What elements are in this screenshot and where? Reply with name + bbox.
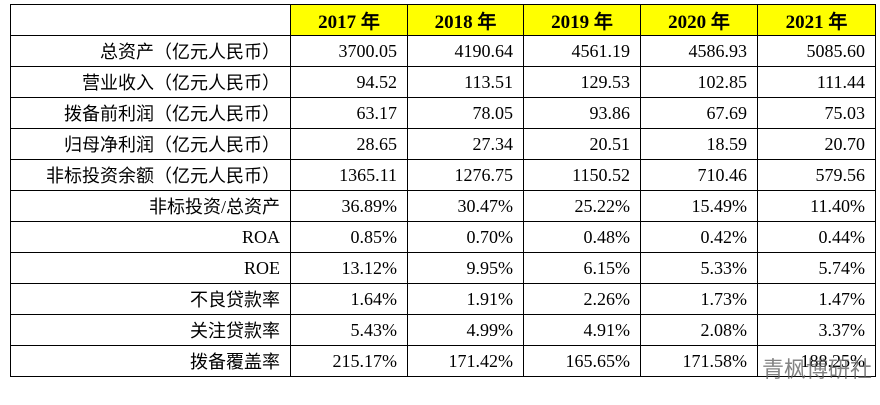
value-cell: 28.65 [290, 128, 408, 160]
value-cell: 579.56 [757, 159, 876, 191]
value-cell: 6.15% [523, 252, 641, 284]
header-cell: 2018 年 [407, 4, 524, 36]
table-row: ROE 13.12% 9.95% 6.15% 5.33% 5.74% [10, 252, 876, 284]
header-cell: 2019 年 [523, 4, 641, 36]
value-cell: 20.51 [523, 128, 641, 160]
value-cell: 20.70 [757, 128, 876, 160]
value-cell: 4190.64 [407, 35, 524, 67]
value-cell: 1.91% [407, 283, 524, 315]
value-cell: 0.44% [757, 221, 876, 253]
row-label: 营业收入（亿元人民币） [10, 66, 291, 98]
value-cell: 0.48% [523, 221, 641, 253]
table-row: 归母净利润（亿元人民币） 28.65 27.34 20.51 18.59 20.70 [10, 128, 876, 160]
table-body: 总资产（亿元人民币） 3700.05 4190.64 4561.19 4586.93 50… [10, 35, 876, 377]
table-row: 关注贷款率 5.43% 4.99% 4.91% 2.08% 3.37% [10, 314, 876, 346]
value-cell: 0.70% [407, 221, 524, 253]
value-cell: 5.43% [290, 314, 408, 346]
value-cell: 171.58% [640, 345, 758, 377]
value-cell: 63.17 [290, 97, 408, 129]
value-cell: 1.64% [290, 283, 408, 315]
header-cell: 2020 年 [640, 4, 758, 36]
table-row: 拨备前利润（亿元人民币） 63.17 78.05 93.86 67.69 75.03 [10, 97, 876, 129]
value-cell: 1.73% [640, 283, 758, 315]
value-cell: 4.99% [407, 314, 524, 346]
value-cell: 0.42% [640, 221, 758, 253]
value-cell: 9.95% [407, 252, 524, 284]
value-cell: 129.53 [523, 66, 641, 98]
value-cell: 1365.11 [290, 159, 408, 191]
table-row: 拨备覆盖率 215.17% 171.42% 165.65% 171.58% 188.25% [10, 345, 876, 377]
table-row: 不良贷款率 1.64% 1.91% 2.26% 1.73% 1.47% [10, 283, 876, 315]
value-cell: 5085.60 [757, 35, 876, 67]
value-cell: 13.12% [290, 252, 408, 284]
watermark: 青枫博研社 [761, 358, 872, 383]
value-cell: 1.47% [757, 283, 876, 315]
value-cell: 4.91% [523, 314, 641, 346]
value-cell: 78.05 [407, 97, 524, 129]
value-cell: 3.37% [757, 314, 876, 346]
row-label: 总资产（亿元人民币） [10, 35, 291, 67]
data-table: 2017 年 2018 年 2019 年 2020 年 2021 年 总资产（亿元人民币… [10, 4, 876, 377]
value-cell: 4586.93 [640, 35, 758, 67]
value-cell: 15.49% [640, 190, 758, 222]
table-row: 营业收入（亿元人民币） 94.52 113.51 129.53 102.85 111.44 [10, 66, 876, 98]
value-cell: 3700.05 [290, 35, 408, 67]
row-label: 关注贷款率 [10, 314, 291, 346]
row-label: ROA [10, 221, 291, 253]
value-cell: 94.52 [290, 66, 408, 98]
value-cell: 113.51 [407, 66, 524, 98]
value-cell: 25.22% [523, 190, 641, 222]
header-row: 2017 年 2018 年 2019 年 2020 年 2021 年 [10, 4, 876, 36]
header-cell: 2017 年 [290, 4, 408, 36]
table-row: 总资产（亿元人民币） 3700.05 4190.64 4561.19 4586.93 50… [10, 35, 876, 67]
table-row: ROA 0.85% 0.70% 0.48% 0.42% 0.44% [10, 221, 876, 253]
value-cell: 215.17% [290, 345, 408, 377]
row-label: ROE [10, 252, 291, 284]
value-cell: 36.89% [290, 190, 408, 222]
value-cell: 5.33% [640, 252, 758, 284]
value-cell: 67.69 [640, 97, 758, 129]
value-cell: 0.85% [290, 221, 408, 253]
value-cell: 93.86 [523, 97, 641, 129]
header-cell: 2021 年 [757, 4, 876, 36]
row-label: 不良贷款率 [10, 283, 291, 315]
value-cell: 188.25% [757, 345, 876, 377]
table-row: 非标投资余额（亿元人民币） 1365.11 1276.75 1150.52 710.46… [10, 159, 876, 191]
value-cell: 1276.75 [407, 159, 524, 191]
value-cell: 111.44 [757, 66, 876, 98]
value-cell: 165.65% [523, 345, 641, 377]
table-row: 非标投资/总资产 36.89% 30.47% 25.22% 15.49% 11.40% [10, 190, 876, 222]
header-cell [10, 4, 291, 36]
value-cell: 27.34 [407, 128, 524, 160]
value-cell: 710.46 [640, 159, 758, 191]
value-cell: 4561.19 [523, 35, 641, 67]
value-cell: 18.59 [640, 128, 758, 160]
value-cell: 75.03 [757, 97, 876, 129]
value-cell: 2.26% [523, 283, 641, 315]
value-cell: 2.08% [640, 314, 758, 346]
value-cell: 102.85 [640, 66, 758, 98]
value-cell: 5.74% [757, 252, 876, 284]
value-cell: 11.40% [757, 190, 876, 222]
row-label: 非标投资余额（亿元人民币） [10, 159, 291, 191]
value-cell: 171.42% [407, 345, 524, 377]
row-label: 归母净利润（亿元人民币） [10, 128, 291, 160]
value-cell: 30.47% [407, 190, 524, 222]
row-label: 拨备覆盖率 [10, 345, 291, 377]
row-label: 拨备前利润（亿元人民币） [10, 97, 291, 129]
row-label: 非标投资/总资产 [10, 190, 291, 222]
value-cell: 1150.52 [523, 159, 641, 191]
